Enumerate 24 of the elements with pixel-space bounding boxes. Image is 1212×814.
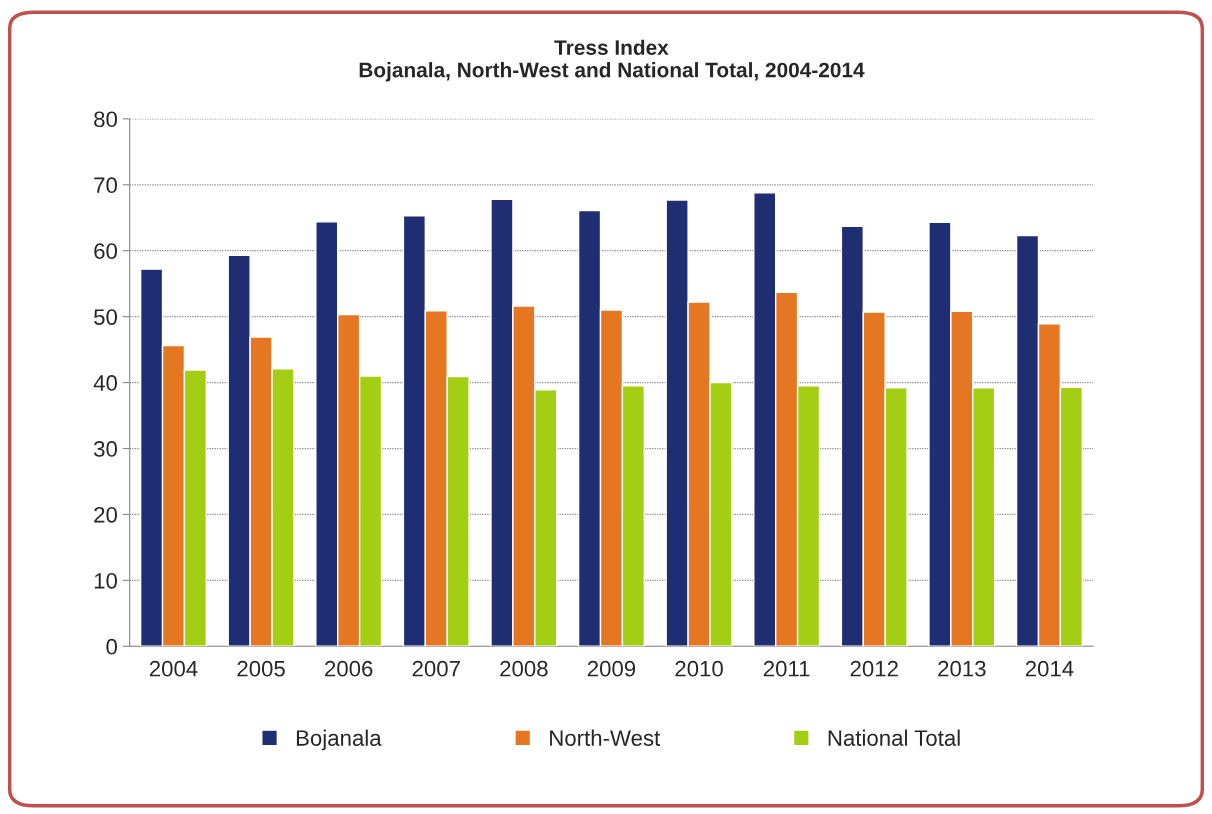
- y-tick-label: 20: [94, 506, 118, 523]
- legend-label: National Total: [828, 729, 960, 746]
- chart-title: Tress Index Bojanala, North-West and National Total, 2004-2014: [359, 39, 865, 82]
- y-tick-label: 60: [94, 243, 118, 259]
- y-tick-label: 80: [94, 111, 118, 128]
- x-tick-label: 2010: [675, 660, 723, 677]
- y-tick-label: 50: [94, 309, 118, 325]
- x-tick-label: 2004: [149, 660, 198, 677]
- y-tick-label: 30: [94, 441, 118, 457]
- x-tick-label: 2008: [500, 660, 548, 677]
- x-tick-label: 2011: [763, 660, 810, 677]
- x-tick-label: 2006: [325, 660, 373, 677]
- x-tick-label: 2013: [938, 660, 986, 677]
- y-tick-label: 70: [94, 177, 118, 194]
- x-tick-label: 2007: [412, 660, 460, 677]
- legend-label: North-West: [550, 729, 661, 746]
- x-tick-label: 2014: [1025, 660, 1074, 677]
- y-tick-label: 40: [93, 375, 118, 391]
- y-tick-label: 0: [106, 638, 118, 655]
- x-tick-label: 2005: [237, 660, 285, 677]
- x-tick-label: 2009: [587, 660, 636, 677]
- x-tick-label: 2012: [850, 660, 898, 677]
- legend-label: Bojanala: [296, 729, 382, 751]
- y-tick-label: 10: [94, 572, 118, 589]
